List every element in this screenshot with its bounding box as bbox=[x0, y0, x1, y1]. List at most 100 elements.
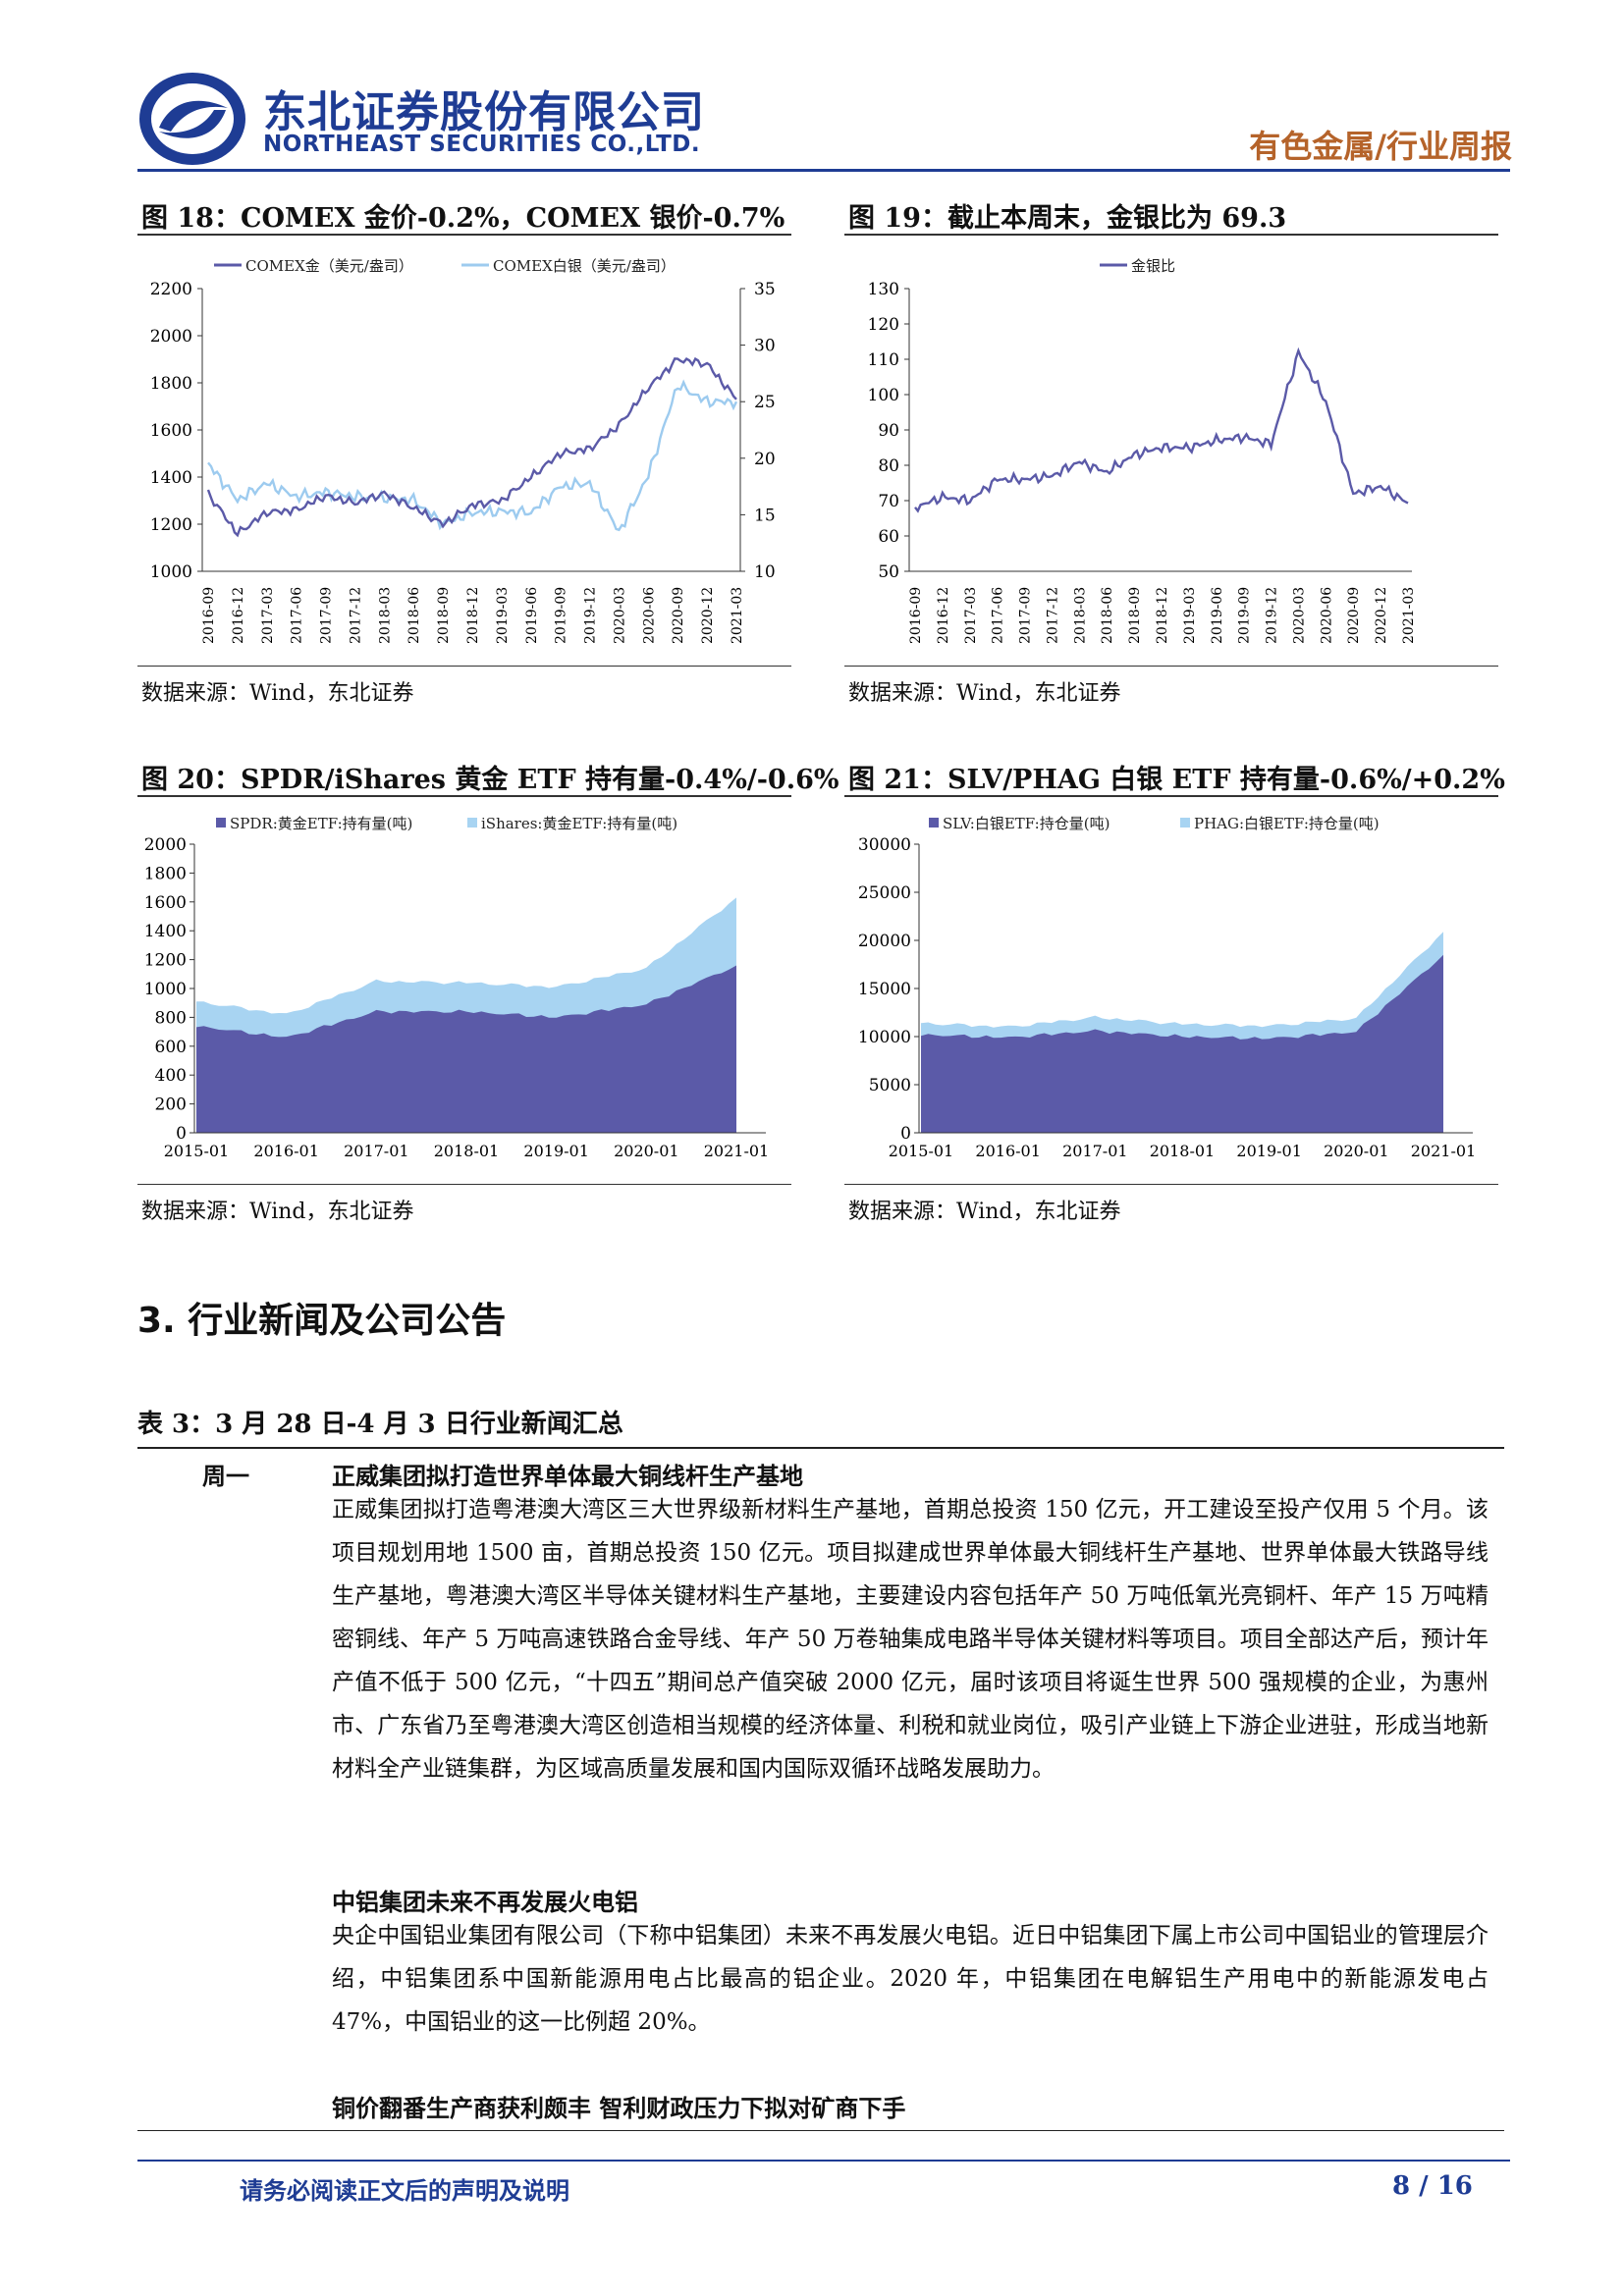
x-tick-label: 2017-09 bbox=[1018, 587, 1034, 644]
series-bottom-area bbox=[196, 965, 736, 1133]
figure-21-top-rule bbox=[844, 795, 1498, 797]
x-tick-label: 2020-09 bbox=[671, 587, 686, 644]
y-left-tick-label: 2200 bbox=[150, 280, 192, 299]
figure-18-source: 数据来源：Wind，东北证券 bbox=[141, 681, 414, 706]
y-left-tick-label: 1200 bbox=[150, 515, 192, 535]
figure-18-top-rule bbox=[137, 234, 791, 236]
legend-gold-label: COMEX金（美元/盎司） bbox=[245, 257, 413, 275]
section-heading: 3. 行业新闻及公司公告 bbox=[137, 1301, 507, 1341]
y-tick-label: 2000 bbox=[144, 835, 187, 855]
x-tick-label: 2019-01 bbox=[523, 1142, 588, 1160]
legend-series-2-label: iShares:黄金ETF:持有量(吨) bbox=[481, 815, 677, 832]
y-left-tick-label: 1000 bbox=[150, 562, 192, 582]
y-tick-label: 50 bbox=[878, 562, 899, 582]
x-tick-label: 2019-06 bbox=[524, 587, 540, 644]
x-tick-label: 2018-01 bbox=[434, 1142, 499, 1160]
y-tick-label: 1400 bbox=[144, 922, 187, 941]
y-right-tick-label: 15 bbox=[754, 506, 776, 525]
x-tick-label: 2019-12 bbox=[583, 587, 599, 644]
x-tick-label: 2018-03 bbox=[377, 587, 393, 644]
x-tick-label: 2018-12 bbox=[465, 587, 481, 644]
y-tick-label: 1000 bbox=[144, 980, 187, 999]
x-tick-label: 2016-09 bbox=[201, 587, 217, 644]
y-tick-label: 200 bbox=[155, 1095, 187, 1115]
y-tick-label: 1600 bbox=[144, 893, 187, 913]
y-tick-label: 120 bbox=[868, 315, 899, 335]
y-tick-label: 1200 bbox=[144, 951, 187, 971]
x-tick-label: 2020-03 bbox=[1291, 587, 1307, 644]
figure-19-title: 图 19：截止本周末，金银比为 69.3 bbox=[848, 203, 1287, 234]
y-tick-label: 5000 bbox=[869, 1076, 911, 1095]
y-right-tick-label: 30 bbox=[754, 337, 776, 356]
x-tick-label: 2017-12 bbox=[348, 587, 363, 644]
news-2-title: 中铝集团未来不再发展火电铝 bbox=[332, 1889, 638, 1916]
figure-21-bottom-rule bbox=[844, 1184, 1498, 1185]
page-header: 东北证券股份有限公司 NORTHEAST SECURITIES CO.,LTD.… bbox=[0, 0, 1624, 172]
y-tick-label: 60 bbox=[878, 527, 899, 547]
x-tick-label: 2019-09 bbox=[554, 587, 569, 644]
legend-series-1-swatch bbox=[216, 818, 226, 828]
series-silver-line bbox=[207, 379, 738, 532]
news-1-title: 正威集团拟打造世界单体最大铜线杆生产基地 bbox=[332, 1463, 803, 1490]
x-tick-label: 2018-12 bbox=[1155, 587, 1170, 644]
x-tick-label: 2018-09 bbox=[436, 587, 452, 644]
legend-series-2-label: PHAG:白银ETF:持仓量(吨) bbox=[1194, 815, 1380, 832]
y-tick-label: 0 bbox=[176, 1124, 187, 1144]
x-tick-label: 2020-06 bbox=[1319, 587, 1334, 644]
header-divider bbox=[137, 169, 1510, 172]
company-logo-icon bbox=[139, 73, 245, 165]
x-tick-label: 2020-09 bbox=[1346, 587, 1362, 644]
x-tick-label: 2020-01 bbox=[614, 1142, 678, 1160]
x-tick-label: 2020-01 bbox=[1324, 1142, 1388, 1160]
figure-20-top-rule bbox=[137, 795, 791, 797]
figure-19-top-rule bbox=[844, 234, 1498, 236]
news-2-body: 央企中国铝业集团有限公司（下称中铝集团）未来不再发展火电铝。近日中铝集团下属上市… bbox=[332, 1923, 1489, 2035]
x-tick-label: 2017-12 bbox=[1045, 587, 1060, 644]
x-tick-label: 2020-03 bbox=[612, 587, 627, 644]
y-tick-label: 30000 bbox=[858, 835, 911, 855]
legend-series-2-swatch bbox=[467, 818, 477, 828]
y-tick-label: 0 bbox=[900, 1124, 911, 1144]
x-tick-label: 2019-12 bbox=[1265, 587, 1280, 644]
x-tick-label: 2018-03 bbox=[1072, 587, 1088, 644]
x-tick-label: 2016-01 bbox=[975, 1142, 1040, 1160]
x-tick-label: 2017-09 bbox=[319, 587, 335, 644]
y-tick-label: 400 bbox=[155, 1066, 187, 1086]
figure-21-title: 图 21：SLV/PHAG 白银 ETF 持有量-0.6%/+0.2% bbox=[848, 765, 1505, 795]
x-tick-label: 2021-03 bbox=[730, 587, 745, 644]
y-right-tick-label: 10 bbox=[754, 562, 776, 582]
x-tick-label: 2018-09 bbox=[1127, 587, 1143, 644]
x-tick-label: 2020-12 bbox=[1374, 587, 1389, 644]
figure-20-bottom-rule bbox=[137, 1184, 791, 1185]
series-ratio-line bbox=[914, 347, 1409, 513]
y-tick-label: 10000 bbox=[858, 1028, 911, 1047]
legend-series-1-label: SPDR:黄金ETF:持有量(吨) bbox=[230, 815, 412, 832]
footer-disclaimer: 请务必阅读正文后的声明及说明 bbox=[240, 2177, 569, 2205]
y-tick-label: 130 bbox=[868, 280, 899, 299]
figure-20-title: 图 20：SPDR/iShares 黄金 ETF 持有量-0.4%/-0.6% bbox=[141, 765, 839, 795]
company-name-cn: 东北证券股份有限公司 bbox=[263, 87, 705, 137]
y-left-tick-label: 1800 bbox=[150, 374, 192, 394]
x-tick-label: 2016-12 bbox=[936, 587, 951, 644]
figure-18-chart: 1000 1200 1400 1600 1800 2000 2200 10 15 20 25 30 35… bbox=[150, 257, 776, 644]
x-tick-label: 2016-09 bbox=[908, 587, 924, 644]
x-tick-label: 2017-01 bbox=[344, 1142, 408, 1160]
x-tick-label: 2017-03 bbox=[260, 587, 276, 644]
legend-series-2-swatch bbox=[1180, 818, 1190, 828]
y-tick-label: 600 bbox=[155, 1038, 187, 1057]
figure-20-chart: 0 200 400 600 800 1000 1200 1400 1600 1800 2000 201… bbox=[144, 815, 770, 1160]
company-name-en: NORTHEAST SECURITIES CO.,LTD. bbox=[263, 132, 701, 157]
footer-divider bbox=[137, 2160, 1510, 2162]
table-top-rule bbox=[137, 1447, 1504, 1449]
x-tick-label: 2015-01 bbox=[164, 1142, 229, 1160]
x-tick-label: 2016-12 bbox=[231, 587, 246, 644]
legend-series-1-label: SLV:白银ETF:持仓量(吨) bbox=[943, 815, 1110, 832]
y-left-tick-label: 1600 bbox=[150, 421, 192, 441]
x-tick-label: 2021-01 bbox=[704, 1142, 769, 1160]
figure-21-chart: 0 5000 10000 15000 20000 25000 30000 2015-01 201… bbox=[858, 815, 1476, 1160]
x-tick-label: 2019-03 bbox=[1182, 587, 1198, 644]
news-1-body: 正威集团拟打造粤港澳大湾区三大世界级新材料生产基地，首期总投资 150 亿元，开… bbox=[332, 1497, 1489, 1782]
page-number: 8 / 16 bbox=[1392, 2171, 1473, 2201]
y-tick-label: 800 bbox=[155, 1008, 187, 1028]
y-tick-label: 1800 bbox=[144, 864, 187, 883]
